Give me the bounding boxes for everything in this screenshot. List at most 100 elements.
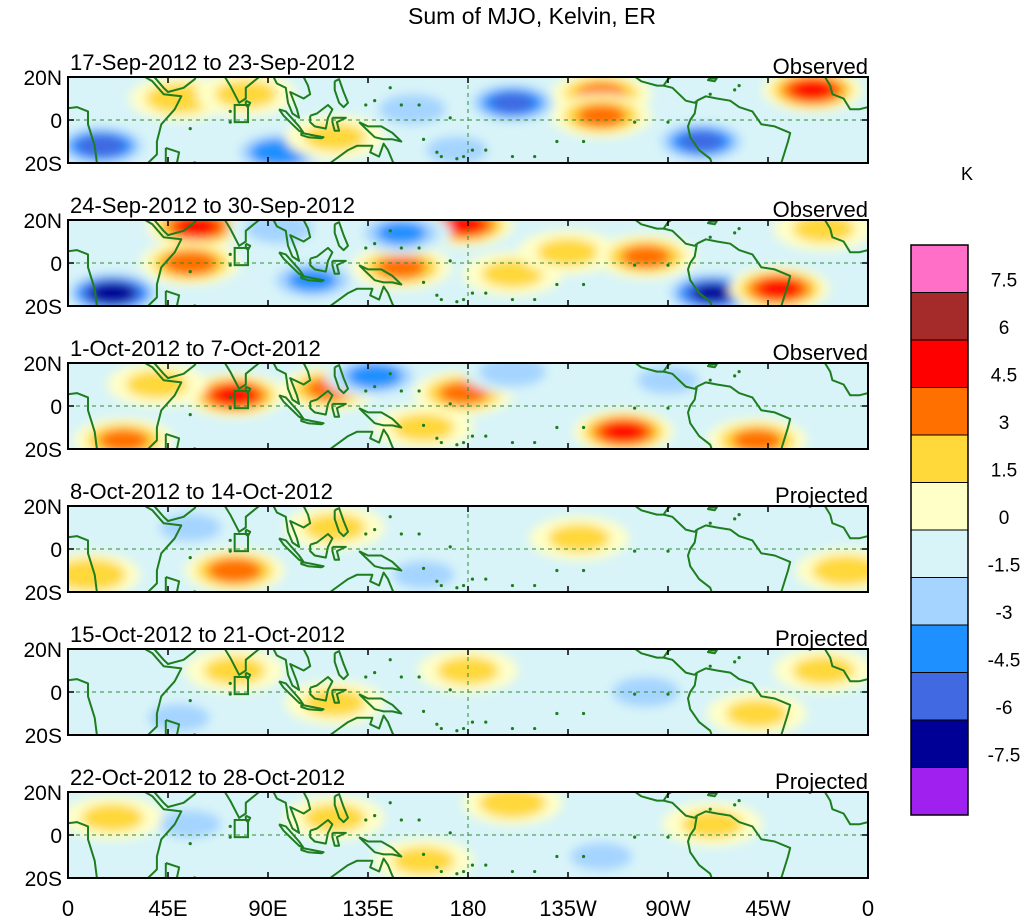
coast-wafrica_e [823, 506, 868, 540]
coast-australia [325, 428, 395, 449]
reference-box [233, 246, 250, 267]
lat-tick-label: 0 [50, 682, 62, 705]
colorbar-level-label: 1.5 [991, 461, 1017, 482]
island-dot [399, 532, 403, 536]
lat-tick-label: 20N [23, 782, 62, 805]
colorbar-level-label: 3 [999, 413, 1010, 434]
anomaly-blob [392, 846, 455, 875]
island-dot [364, 675, 368, 679]
island-dot [399, 675, 403, 679]
coastlines [68, 649, 868, 735]
coast-wafrica_e [823, 792, 868, 826]
colorbar-swatch [910, 624, 969, 673]
anomaly-blob [81, 803, 144, 832]
island-dot [435, 436, 439, 440]
island-dot [733, 660, 737, 664]
coast-java [300, 560, 325, 569]
anomaly-blob [98, 429, 149, 449]
coast-australia [325, 571, 395, 592]
island-dot [510, 869, 515, 874]
island-dot [461, 154, 466, 159]
lat-tick-label: 20S [25, 582, 62, 605]
lat-tick-label: 20S [25, 153, 62, 176]
island-dot [633, 120, 637, 124]
island-dot [484, 148, 488, 152]
anomaly-blob [77, 134, 125, 157]
coast-java [300, 274, 325, 283]
island-dot [666, 835, 670, 839]
island-dot [581, 568, 586, 573]
coast-philippines [333, 650, 349, 681]
coast-africa [68, 506, 183, 592]
island-dot [555, 854, 559, 859]
island-dot [228, 692, 232, 696]
coast-india [223, 77, 262, 104]
panel-date-range: 22-Oct-2012 to 28-Oct-2012 [70, 765, 345, 790]
colorbar-level-label: -6 [996, 698, 1013, 719]
island-dot [484, 291, 488, 295]
colorbar-level-label: -1.5 [988, 556, 1021, 577]
anomaly-blob [621, 245, 671, 268]
coast-sulawesi [331, 116, 347, 132]
coast-philippines [333, 221, 349, 252]
island-dot [388, 372, 392, 376]
panel-5: 20N 0 20S 15-Oct-2012 to 21-Oct-2012 Project… [23, 622, 869, 748]
colorbar-swatch [910, 339, 969, 388]
island-dot [484, 434, 488, 438]
island-dot [439, 583, 443, 588]
island-dot [373, 385, 377, 389]
anomaly-blob [207, 558, 262, 583]
lon-tick-label: 45W [745, 896, 790, 921]
panel-date-range: 8-Oct-2012 to 14-Oct-2012 [70, 479, 333, 504]
island-dot [733, 88, 737, 92]
coast-newguinea [358, 264, 403, 286]
coast-sumatra [278, 680, 305, 706]
coast-india [223, 792, 262, 819]
island-dot [461, 583, 466, 588]
island-dot [737, 513, 741, 517]
island-dot [737, 799, 741, 803]
island-dot [364, 389, 368, 393]
field-panel-6 [68, 792, 868, 878]
coast-indochina [272, 506, 312, 548]
anomaly-blob [392, 560, 455, 589]
colorbar-swatch [910, 244, 969, 293]
colorbar-level-label: 0 [999, 508, 1010, 529]
island-dot [364, 103, 368, 107]
coast-sumatra [278, 108, 305, 134]
coast-southam [687, 381, 792, 449]
lat-tick-label: 20S [25, 868, 62, 891]
anomaly-blob [442, 220, 485, 235]
lat-tick-label: 0 [50, 539, 62, 562]
anomaly-blob [478, 363, 547, 387]
island-dot [491, 450, 494, 453]
coast-centralam [663, 656, 698, 676]
coast-southam [687, 95, 792, 163]
coast-indochina [272, 220, 312, 262]
island-dot [388, 86, 392, 90]
coast-borneo [309, 104, 334, 130]
reference-box [233, 532, 250, 553]
island-dot [533, 869, 537, 874]
anomaly-blob [637, 366, 699, 395]
island-dot [484, 577, 488, 581]
colorbar-swatch [910, 434, 969, 483]
island-dot [461, 869, 466, 874]
panel-date-range: 17-Sep-2012 to 23-Sep-2012 [70, 50, 355, 75]
island-dot [708, 664, 712, 668]
island-dot [455, 729, 459, 733]
lat-tick-label: 20N [23, 639, 62, 662]
island-dot [470, 291, 475, 295]
anomaly-blob [203, 656, 266, 685]
coast-africa [68, 649, 183, 735]
island-dot [388, 515, 392, 519]
island-dot [417, 389, 421, 393]
lat-tick-label: 20N [23, 210, 62, 233]
coast-centralam [663, 84, 698, 104]
coast-madagascar [164, 719, 181, 735]
coast-madagascar [164, 576, 181, 592]
island-dot [470, 434, 475, 438]
island-dot [228, 263, 232, 267]
anomaly-blob [537, 238, 599, 267]
anomaly-blob [792, 220, 855, 243]
